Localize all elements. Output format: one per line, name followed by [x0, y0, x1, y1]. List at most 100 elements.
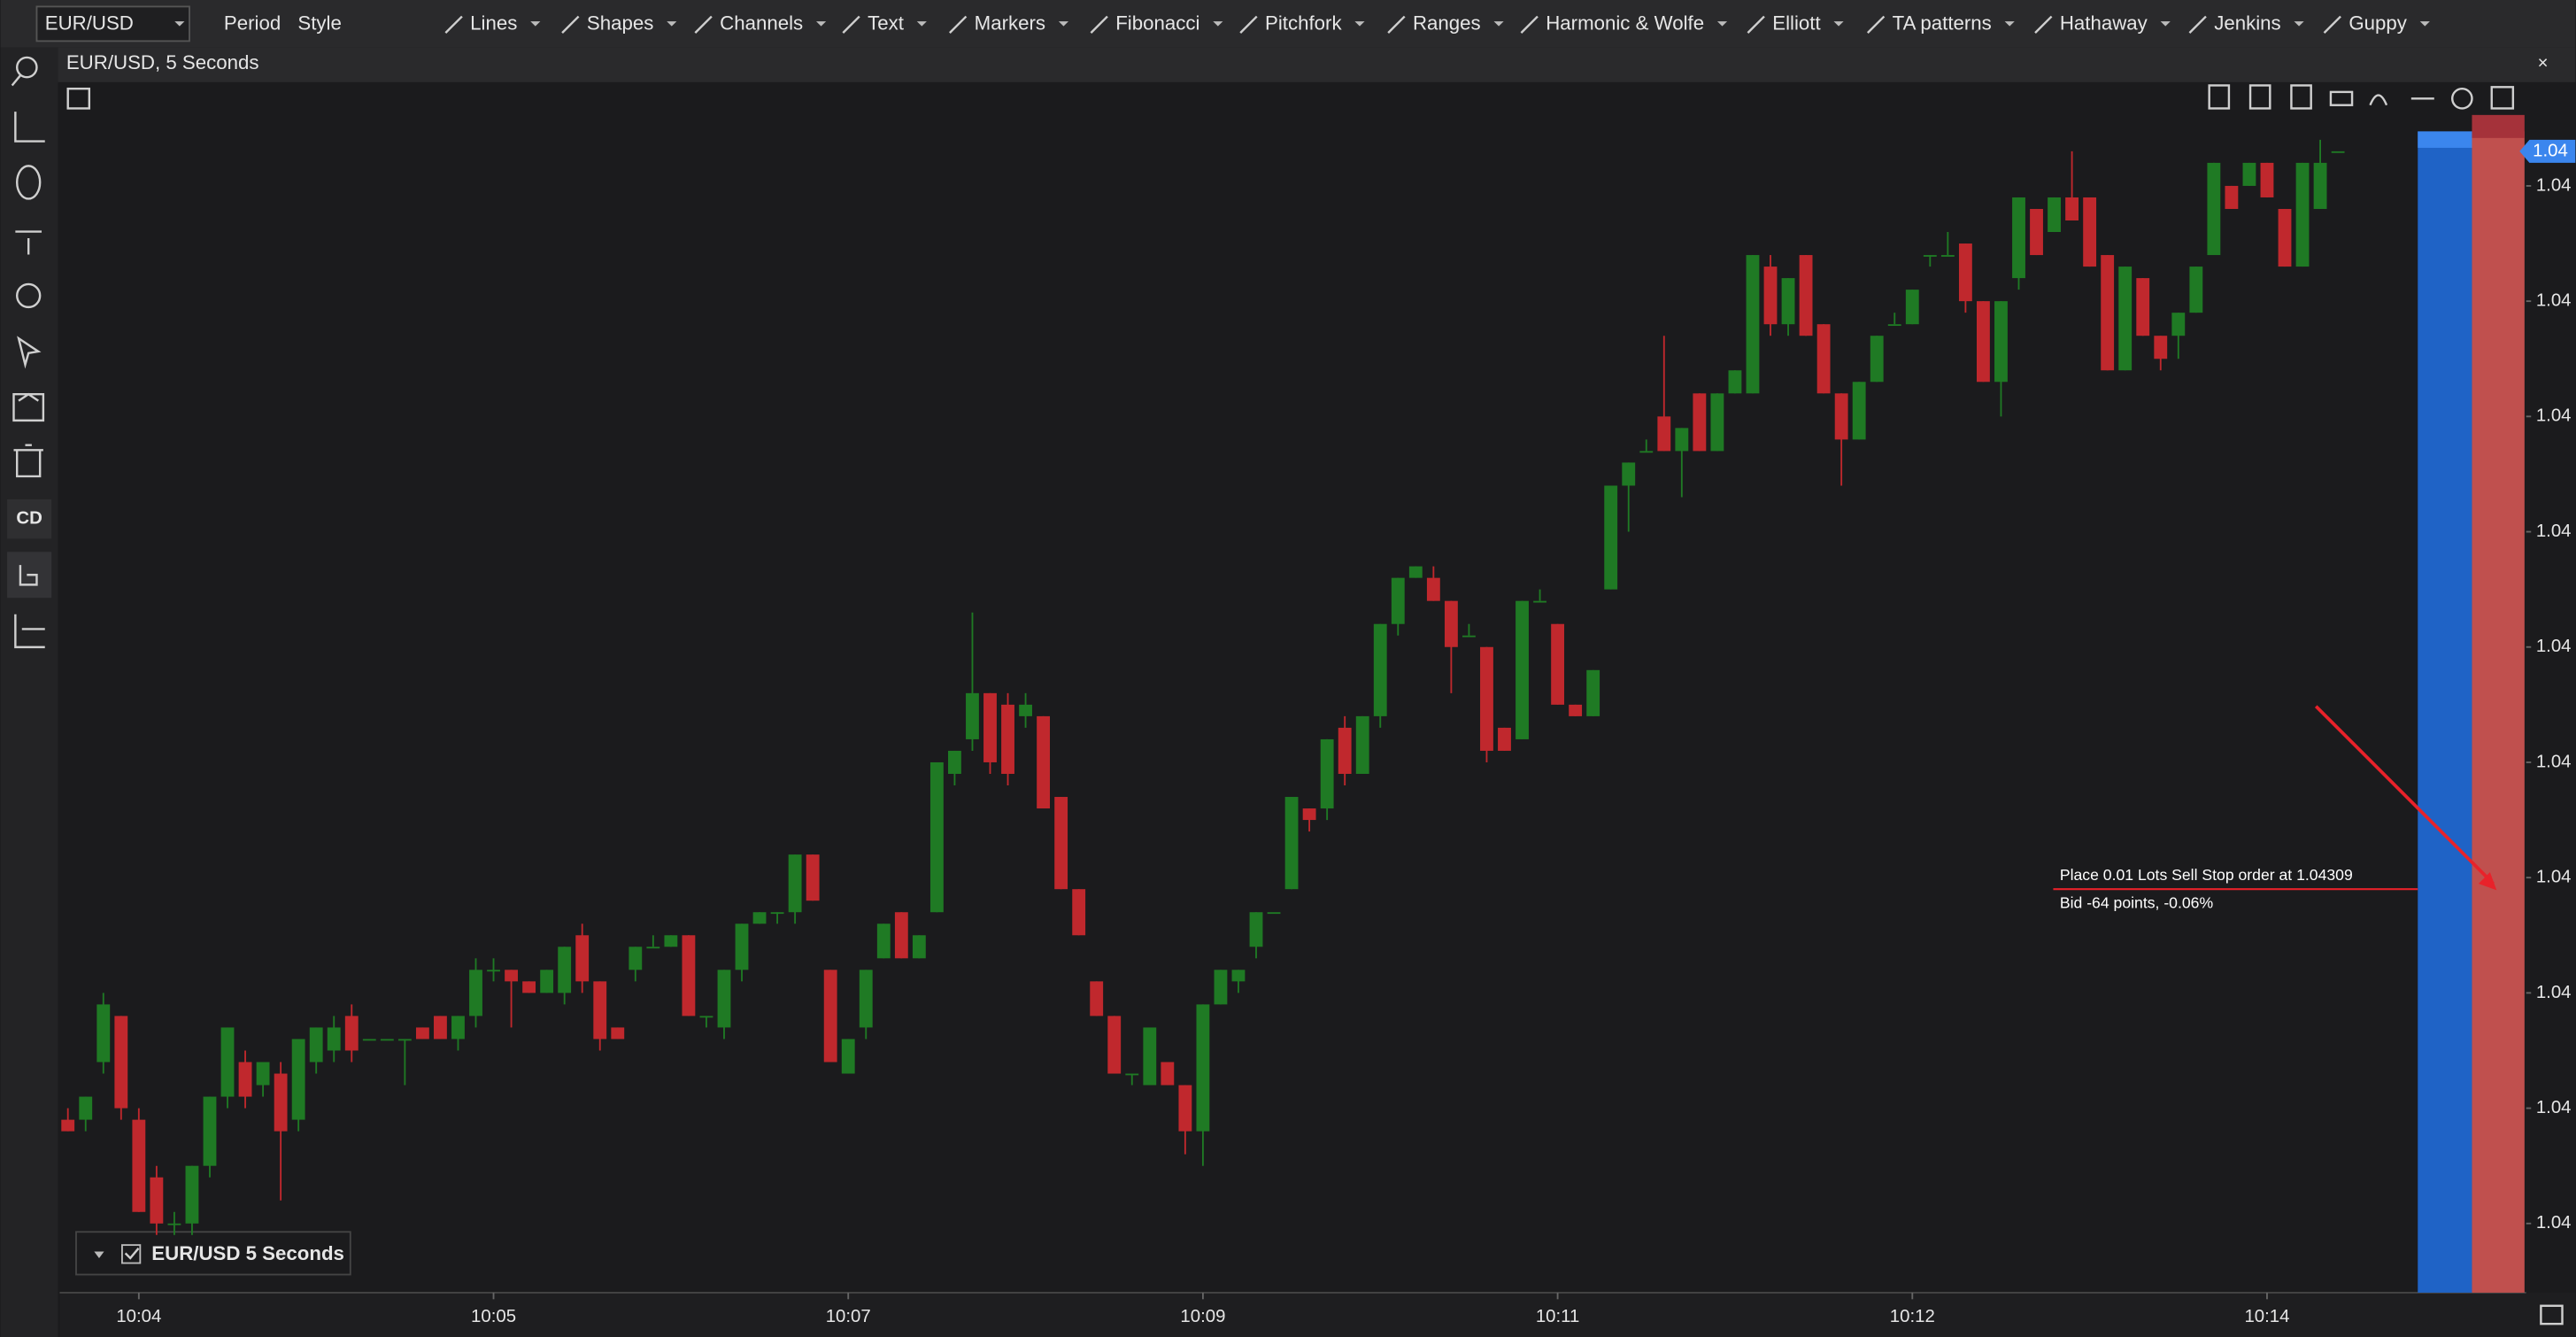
- candle-body: [1001, 704, 1014, 774]
- dropdown-arrow: [174, 21, 185, 27]
- candle-body: [770, 912, 784, 915]
- candle-body: [1426, 577, 1440, 601]
- candle-body: [2118, 267, 2133, 371]
- layers-icon[interactable]: [12, 392, 45, 422]
- x-tick-label: 10:12: [1890, 1307, 1935, 1326]
- cursor-icon[interactable]: [15, 230, 42, 255]
- candle-body: [558, 947, 572, 993]
- sell-band: [2418, 131, 2472, 1293]
- candle-body: [1267, 912, 1281, 915]
- candle-body: [2225, 185, 2239, 209]
- bid-label: 1.04: [2533, 141, 2568, 160]
- tool-icon[interactable]: [2329, 90, 2354, 106]
- tool-menu[interactable]: Lines: [470, 12, 517, 35]
- candle-body: [2083, 197, 2097, 267]
- tool-menu[interactable]: Ranges: [1413, 12, 1481, 35]
- tool-icon[interactable]: [2451, 87, 2473, 110]
- candle-body: [1249, 912, 1263, 947]
- tool-menu[interactable]: Channels: [720, 12, 803, 35]
- tool-menu[interactable]: Guppy: [2348, 12, 2407, 35]
- candle-body: [699, 1016, 713, 1018]
- panel-toggle[interactable]: [66, 87, 91, 110]
- legend-arrow[interactable]: [94, 1251, 104, 1258]
- candle-body: [682, 935, 696, 1016]
- tool-menu[interactable]: Text: [868, 12, 905, 35]
- hand-icon: [19, 565, 38, 586]
- tool-icon[interactable]: [2369, 94, 2388, 106]
- candle-body: [912, 935, 926, 959]
- menu-item[interactable]: Period: [224, 12, 281, 35]
- candle-body: [1444, 600, 1458, 647]
- symbol-select[interactable]: [35, 5, 190, 43]
- candle-body: [1214, 970, 1228, 1005]
- candle-body: [2171, 313, 2186, 336]
- candle-body: [79, 1096, 93, 1120]
- legend-checkbox[interactable]: [120, 1244, 142, 1264]
- tool-menu[interactable]: Fibonacci: [1115, 12, 1199, 35]
- search-icon[interactable]: [15, 56, 38, 79]
- cd-label[interactable]: CD: [16, 509, 42, 529]
- candle-body: [238, 1062, 252, 1097]
- candle-body: [1763, 267, 1778, 325]
- candle-body: [2260, 162, 2274, 197]
- trash-icon[interactable]: [13, 444, 43, 478]
- candle-body: [894, 912, 908, 959]
- candle-body: [150, 1177, 164, 1224]
- candle-body: [2207, 162, 2221, 256]
- dropdown-arrow: [1493, 21, 1504, 27]
- candle-body: [629, 947, 643, 970]
- candle-body: [1143, 1027, 1157, 1086]
- tool-menu[interactable]: TA patterns: [1893, 12, 1992, 35]
- panel-icon[interactable]: [2540, 1304, 2564, 1325]
- symbol[interactable]: EUR/USD: [45, 12, 134, 35]
- mouse-icon[interactable]: [15, 165, 42, 200]
- tool-menu[interactable]: Pitchfork: [1265, 12, 1342, 35]
- tool-menu[interactable]: Hathaway: [2060, 12, 2148, 35]
- tool-icon: [1747, 15, 1765, 34]
- refresh-icon[interactable]: [15, 282, 42, 309]
- tool-icon[interactable]: [2490, 86, 2515, 110]
- buy-band: [2472, 131, 2525, 1293]
- menu-item[interactable]: Style: [297, 12, 341, 35]
- candle-body: [2065, 197, 2079, 220]
- pointer-icon[interactable]: [17, 336, 42, 369]
- icon-stroke: [11, 74, 21, 87]
- tool-menu[interactable]: Elliott: [1772, 12, 1821, 35]
- y-tick-label: 1.04: [2536, 291, 2572, 311]
- dropdown-arrow: [816, 21, 827, 27]
- candle-body: [1958, 243, 1972, 302]
- candle-body: [185, 1165, 199, 1224]
- tool-icon[interactable]: [2290, 84, 2312, 110]
- x-tick-label: 10:04: [116, 1307, 161, 1326]
- scale-icon[interactable]: [14, 614, 45, 649]
- close-button[interactable]: ×: [2538, 54, 2549, 73]
- buy-band-top: [2472, 114, 2525, 138]
- y-tick-label: 1.04: [2536, 406, 2572, 426]
- candle-body: [1551, 623, 1565, 705]
- dropdown-arrow: [1058, 21, 1069, 27]
- crosshair-icon[interactable]: [14, 112, 45, 143]
- candle-body: [1284, 797, 1299, 890]
- candle-body: [2313, 162, 2327, 209]
- y-tick-label: 1.04: [2536, 637, 2572, 656]
- tool-icon: [2323, 15, 2341, 34]
- tool-icon: [561, 15, 580, 34]
- candle-body: [487, 970, 500, 972]
- candle-body: [2189, 267, 2203, 313]
- tool-menu[interactable]: Shapes: [587, 12, 653, 35]
- y-tick-label: 1.04: [2536, 983, 2572, 1002]
- candle-body: [752, 912, 767, 924]
- order-text: Place 0.01 Lots Sell Stop order at 1.043…: [2060, 866, 2353, 884]
- dropdown-arrow: [2004, 21, 2015, 27]
- candle-body: [1355, 715, 1369, 774]
- tool-menu[interactable]: Harmonic & Wolfe: [1546, 12, 1704, 35]
- candle-body: [132, 1119, 146, 1212]
- tool-icon[interactable]: [2248, 84, 2271, 110]
- tool-menu[interactable]: Jenkins: [2214, 12, 2280, 35]
- candle-body: [1977, 301, 1990, 383]
- cd-button[interactable]: [7, 498, 52, 539]
- tool-icon[interactable]: [2208, 84, 2231, 110]
- order-detail: Bid -64 points, -0.06%: [2060, 894, 2214, 912]
- tool-menu[interactable]: Markers: [975, 12, 1045, 35]
- candle-body: [1923, 255, 1937, 257]
